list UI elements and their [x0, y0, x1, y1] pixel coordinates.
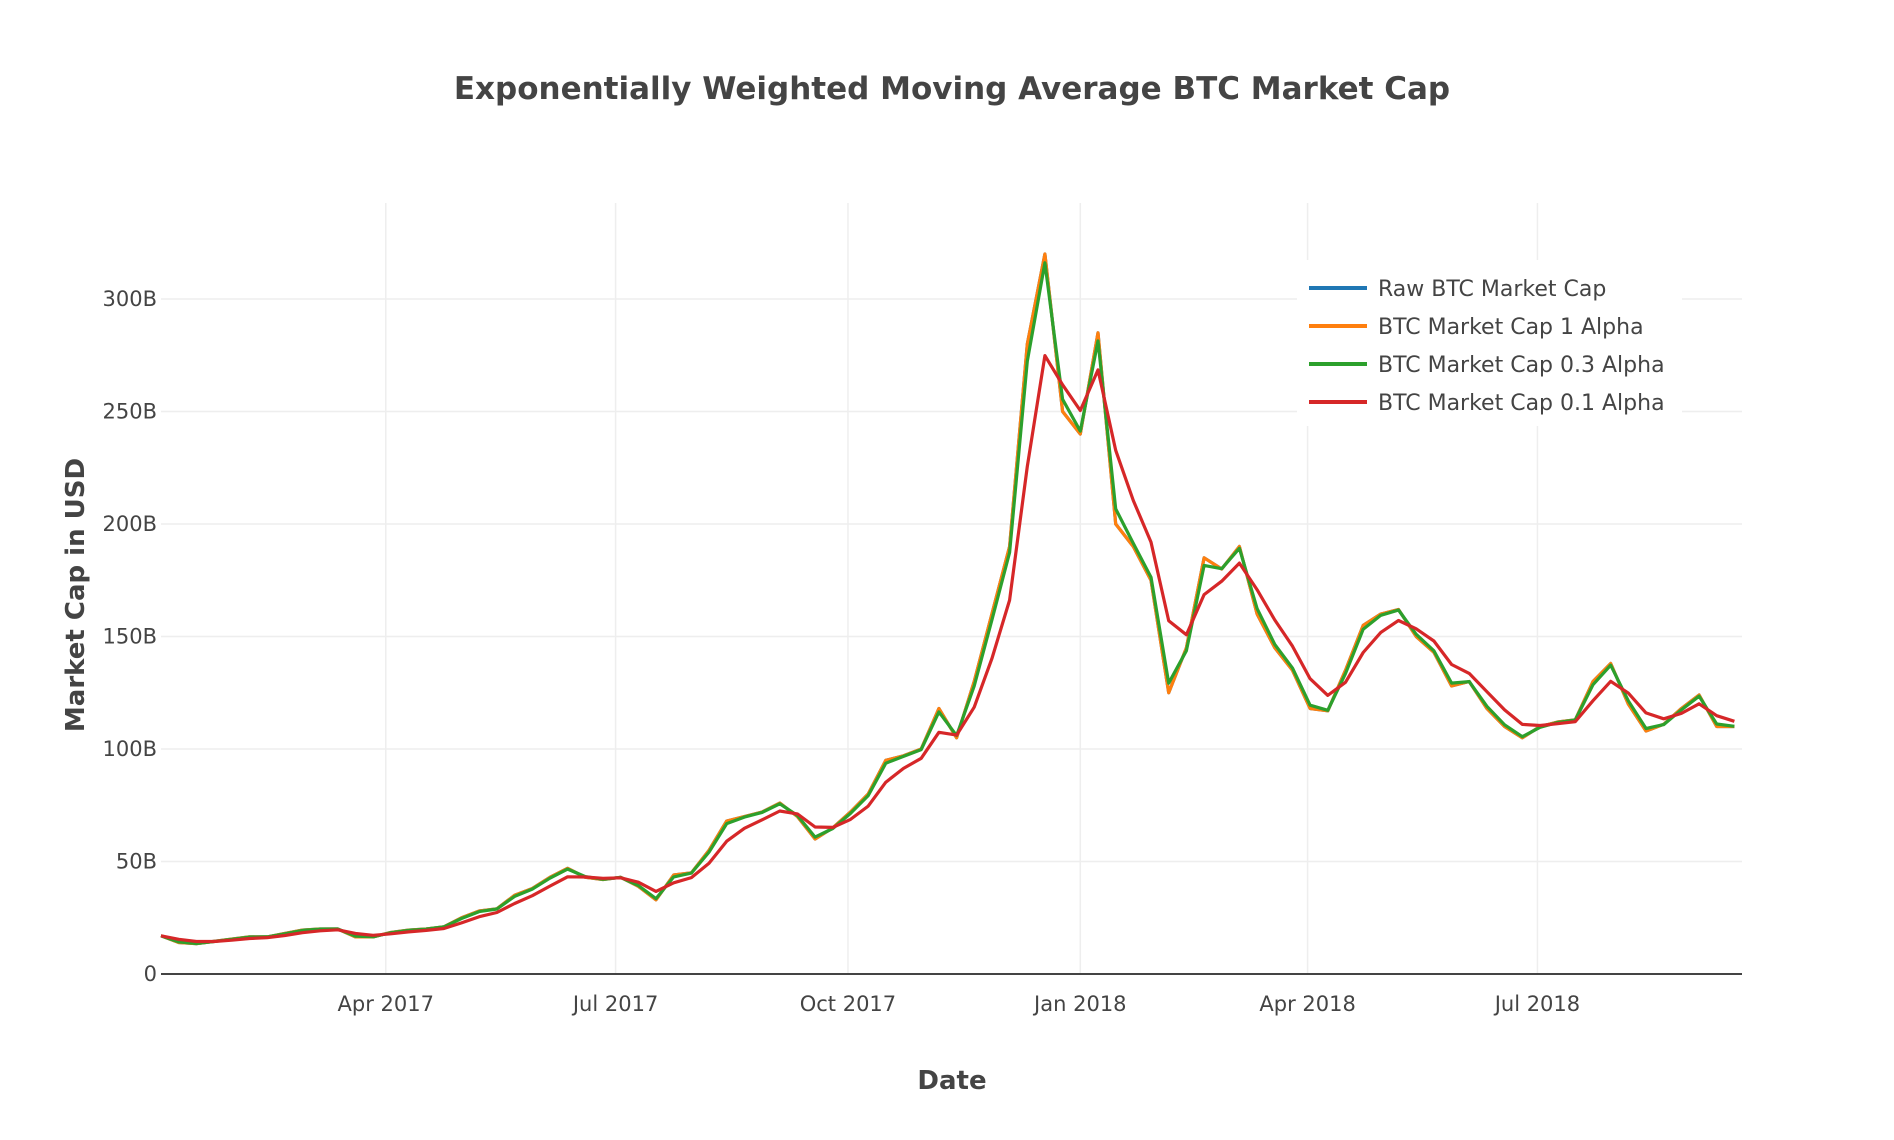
x-axis-title: Date — [917, 1066, 986, 1096]
legend-label: BTC Market Cap 0.3 Alpha — [1378, 353, 1665, 378]
chart-title: Exponentially Weighted Moving Average BT… — [454, 71, 1450, 107]
legend-item[interactable]: BTC Market Cap 0.3 Alpha — [1309, 353, 1665, 378]
x-tick-label: Jul 2018 — [1493, 992, 1580, 1016]
x-tick-label: Jan 2018 — [1032, 992, 1127, 1016]
x-tick-label: Jul 2017 — [571, 992, 658, 1016]
y-tick-label: 0 — [144, 962, 157, 986]
tick-labels: 0 50B 100B 150B 200B 250B 300B Apr 2017 Jul 2017… — [103, 287, 1581, 1016]
legend[interactable]: Raw BTC Market Cap BTC Market Cap 1 Alpha… — [1297, 260, 1682, 426]
y-tick-label: 100B — [103, 737, 158, 761]
y-tick-label: 300B — [103, 287, 158, 311]
y-tick-label: 150B — [103, 625, 158, 649]
y-tick-label: 200B — [103, 512, 158, 536]
y-tick-label: 250B — [103, 400, 158, 424]
legend-item[interactable]: BTC Market Cap 0.1 Alpha — [1309, 391, 1665, 416]
legend-item[interactable]: BTC Market Cap 1 Alpha — [1309, 315, 1644, 340]
y-tick-label: 50B — [116, 850, 157, 874]
y-axis-title: Market Cap in USD — [61, 458, 91, 732]
legend-label: Raw BTC Market Cap — [1378, 277, 1606, 302]
legend-label: BTC Market Cap 0.1 Alpha — [1378, 391, 1665, 416]
series-lines — [160, 252, 1735, 946]
legend-label: BTC Market Cap 1 Alpha — [1378, 315, 1644, 340]
x-tick-label: Oct 2017 — [800, 992, 896, 1016]
x-tick-label: Apr 2017 — [338, 992, 434, 1016]
legend-item[interactable]: Raw BTC Market Cap — [1309, 277, 1606, 302]
x-tick-label: Apr 2018 — [1259, 992, 1355, 1016]
series-line-3 — [160, 354, 1735, 944]
